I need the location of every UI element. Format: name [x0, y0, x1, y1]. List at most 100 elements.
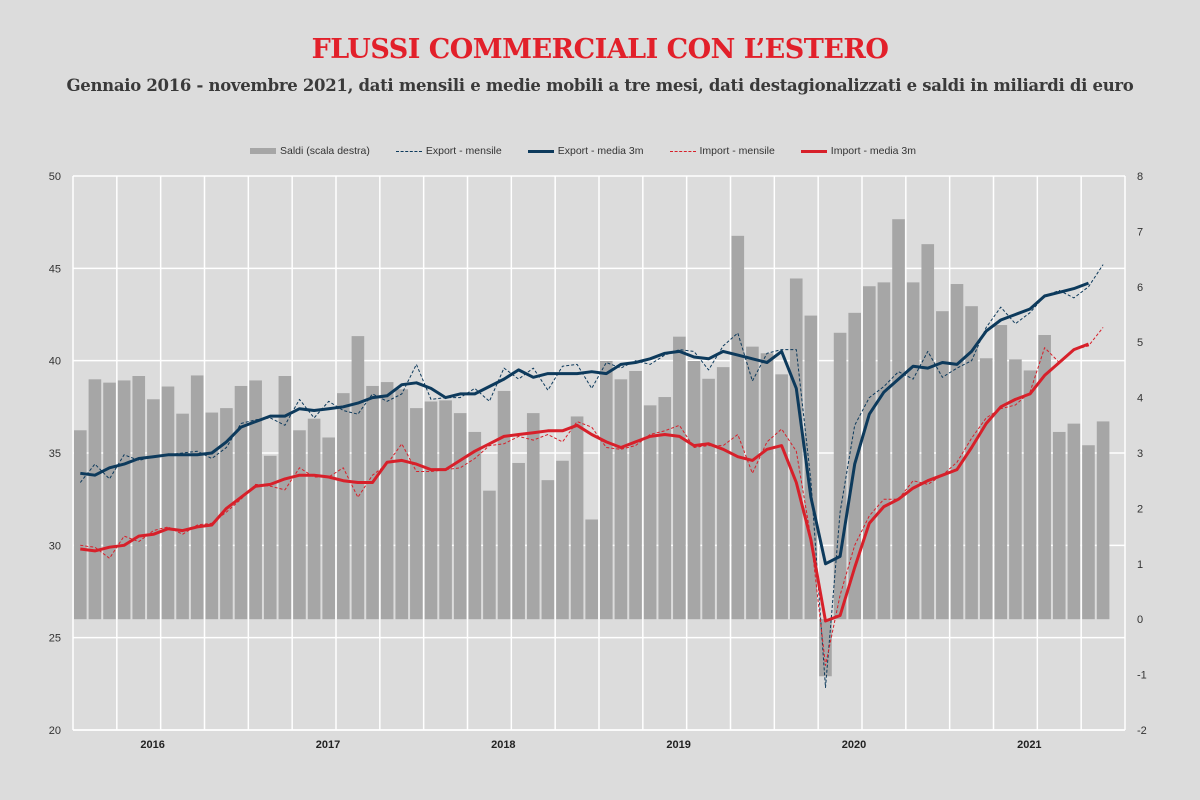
bar-saldi	[585, 519, 598, 620]
bar-saldi	[1067, 423, 1081, 620]
bar-saldi	[643, 405, 657, 620]
bar-saldi	[833, 332, 847, 620]
right-tick-label: 6	[1137, 282, 1143, 294]
bar-saldi	[88, 379, 102, 620]
bar-saldi	[234, 385, 248, 620]
bar-saldi	[103, 382, 116, 620]
bar-saldi	[556, 460, 569, 620]
legend-swatch-export-monthly	[395, 150, 422, 152]
right-tick-label: 2	[1137, 503, 1143, 515]
bar-saldi	[278, 375, 292, 620]
bar-saldi	[366, 385, 379, 620]
bar-saldi	[936, 311, 949, 620]
bar-saldi	[673, 336, 686, 620]
bar-saldi	[658, 397, 672, 620]
bar-saldi	[1052, 431, 1066, 620]
bar-saldi	[410, 408, 423, 620]
bar-saldi	[877, 282, 891, 620]
right-tick-label: 8	[1137, 171, 1143, 183]
bar-saldi	[220, 408, 233, 620]
bar-saldi	[337, 393, 350, 620]
left-tick-label: 40	[49, 356, 61, 368]
legend-label-saldi: Saldi (scala destra)	[280, 145, 370, 157]
line-export-3m	[80, 281, 1090, 566]
legend-item-export-monthly: Export - mensile	[395, 145, 502, 157]
legend-item-import-3m: Import - media 3m	[800, 145, 916, 157]
legend-swatch-export-3m	[527, 149, 554, 153]
bar-saldi	[921, 244, 935, 620]
right-tick-label: 7	[1137, 226, 1143, 238]
left-tick-label: 45	[49, 263, 61, 275]
year-label: 2018	[491, 739, 515, 751]
chart-title: FLUSSI COMMERCIALI CON L’ESTERO	[311, 34, 889, 65]
bar-saldi	[132, 375, 146, 620]
right-tick-label: -2	[1137, 725, 1147, 737]
legend-item-saldi: Saldi (scala destra)	[250, 145, 370, 157]
left-tick-label: 20	[49, 725, 61, 737]
legend-swatch-saldi	[250, 148, 276, 154]
bar-saldi	[1023, 370, 1037, 620]
bar-saldi	[512, 462, 525, 620]
bar-saldi	[176, 413, 189, 620]
bar-saldi	[1082, 445, 1095, 620]
year-label: 2021	[1017, 739, 1041, 751]
bar-saldi	[205, 412, 219, 620]
left-tick-label: 50	[49, 171, 61, 183]
bar-saldi	[746, 346, 759, 620]
bar-saldi	[863, 286, 876, 620]
year-label: 2017	[316, 739, 340, 751]
bar-saldi	[1096, 421, 1110, 620]
right-tick-label: 3	[1137, 448, 1143, 460]
bar-saldi	[731, 235, 745, 620]
bar-saldi	[424, 401, 438, 620]
bar-saldi	[526, 413, 540, 620]
bar-saldi	[395, 389, 409, 620]
bar-saldi	[570, 416, 584, 620]
legend-swatch-import-monthly	[669, 150, 696, 152]
left-tick-label: 35	[49, 448, 61, 460]
bar-saldi	[702, 378, 715, 620]
legend-item-export-3m: Export - media 3m	[527, 145, 644, 157]
year-label: 2016	[140, 739, 164, 751]
legend-label-import-monthly: Import - mensile	[699, 145, 775, 157]
chart-subtitle: Gennaio 2016 - novembre 2021, dati mensi…	[66, 76, 1134, 95]
bar-saldi	[541, 480, 555, 620]
bar-saldi	[322, 437, 335, 620]
right-tick-label: 5	[1137, 337, 1143, 349]
bar-saldi	[74, 430, 87, 620]
bar-saldi	[1038, 334, 1051, 620]
bar-saldi	[249, 380, 262, 620]
right-tick-label: 1	[1137, 559, 1143, 571]
line-export-monthly	[79, 264, 1104, 688]
bar-saldi	[263, 455, 277, 620]
bar-saldi	[147, 399, 160, 620]
bar-saldi	[468, 431, 482, 620]
left-tick-label: 25	[49, 633, 61, 645]
legend-label-export-monthly: Export - mensile	[425, 145, 502, 157]
bar-saldi	[307, 418, 321, 620]
bar-saldi	[380, 382, 394, 620]
bar-saldi	[906, 282, 920, 620]
bar-saldi	[351, 336, 365, 620]
bar-saldi	[950, 284, 964, 620]
legend: Saldi (scala destra) Export - mensile Ex…	[250, 145, 916, 157]
legend-label-export-3m: Export - media 3m	[557, 145, 644, 157]
bar-saldi	[716, 367, 730, 620]
right-tick-label: 4	[1137, 393, 1143, 405]
right-tick-label: -1	[1137, 670, 1147, 682]
bar-saldi	[994, 325, 1008, 620]
legend-item-import-monthly: Import - mensile	[669, 145, 775, 157]
bar-saldi	[190, 375, 204, 620]
bar-saldi	[819, 619, 832, 677]
bar-saldi	[600, 361, 613, 620]
bar-saldi	[453, 413, 467, 620]
bar-saldi	[117, 380, 131, 620]
legend-swatch-import-3m	[800, 149, 827, 153]
bar-saldi	[293, 430, 306, 620]
bar-saldi	[760, 353, 774, 620]
bar-saldi	[497, 390, 511, 620]
bar-saldi	[892, 219, 905, 620]
bar-saldi	[629, 371, 642, 620]
year-label: 2020	[842, 739, 866, 751]
